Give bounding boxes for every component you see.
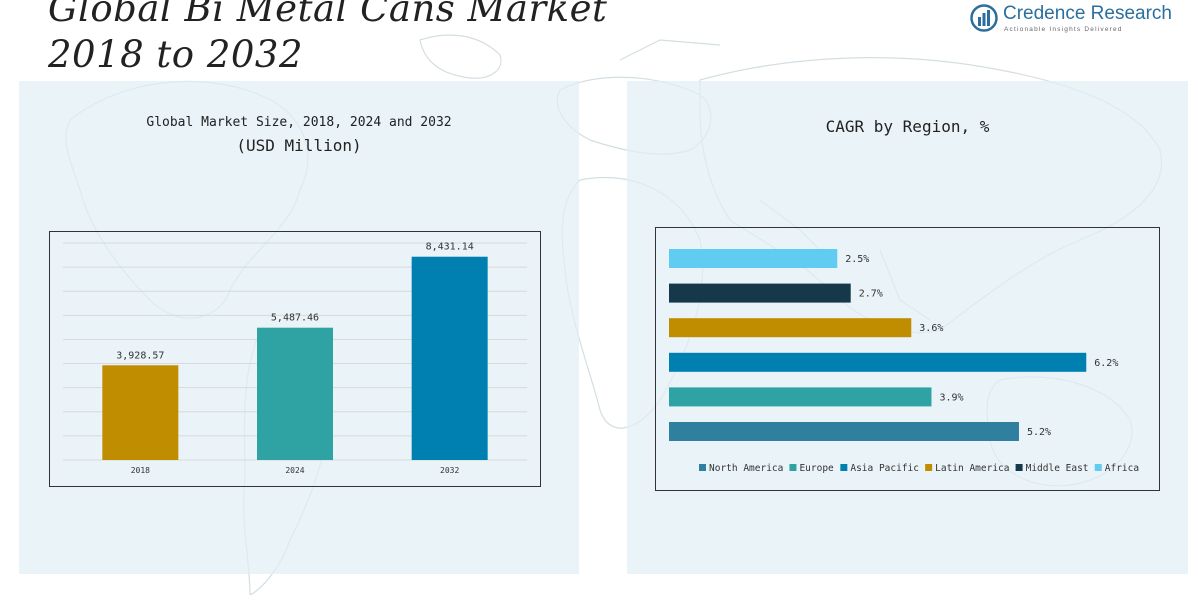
x-tick-label-2024: 2024 [285, 466, 304, 475]
bar-europe [669, 387, 932, 407]
bar-asia-pacific [669, 352, 1087, 372]
x-tick-label-2032: 2032 [440, 466, 459, 475]
bar-2018 [102, 365, 179, 460]
legend-swatch-asia-pacific [840, 464, 848, 471]
market-size-chart-title: Global Market Size, 2018, 2024 and 2032 [146, 115, 452, 130]
data-label-2018: 3,928.57 [116, 350, 164, 361]
logo-name: Credence Research [1003, 3, 1172, 24]
legend-label-europe: Europe [799, 463, 834, 474]
page-title-line1: Global Bi Metal Cans Market [48, 0, 608, 30]
legend-label-latin-america: Latin America [935, 463, 1009, 474]
page-title: Global Bi Metal Cans Market 2018 to 2032 [48, 0, 607, 78]
market-size-bar-chart: 3,928.57 2018 5,487.46 2024 8,431.14 2032 [49, 231, 541, 487]
legend-swatch-north-america [699, 464, 706, 471]
cagr-bar-chart: 2.5% 2.7% 3.6% 6.2% 3.9% 5.2% North America Eur… [655, 227, 1160, 491]
data-label-2024: 5,487.46 [271, 313, 319, 324]
legend-label-north-america: North America [709, 463, 783, 474]
data-label-europe: 3.9% [939, 392, 963, 403]
bar-africa [669, 249, 838, 268]
data-label-middle-east: 2.7% [859, 289, 883, 300]
legend: North America Europe Asia Pacific Latin Ame… [699, 463, 1139, 474]
plot-frame [655, 227, 1160, 491]
logo-tagline: Actionable Insights Delivered [1004, 26, 1123, 33]
market-size-chart-subtitle: (USD Million) [236, 136, 362, 155]
legend-swatch-middle-east [1015, 464, 1023, 471]
legend-label-asia-pacific: Asia Pacific [850, 463, 919, 474]
data-label-africa: 2.5% [845, 254, 869, 265]
data-label-latin-america: 3.6% [919, 323, 943, 334]
credence-logo-icon [970, 4, 998, 32]
bar-2024 [257, 327, 333, 460]
data-label-north-america: 5.2% [1027, 427, 1051, 438]
cagr-chart-title: CAGR by Region, % [825, 117, 990, 136]
data-label-2032: 8,431.14 [426, 242, 474, 253]
bar-2032 [411, 256, 488, 460]
x-tick-label-2018: 2018 [131, 466, 150, 475]
legend-swatch-africa [1094, 464, 1102, 471]
plot-frame [49, 231, 541, 487]
bar-north-america [669, 422, 1019, 441]
legend-label-africa: Africa [1105, 463, 1139, 474]
cagr-panel: CAGR by Region, % 2.5% 2.7% 3.6% 6.2% 3.9% 5.… [627, 81, 1188, 574]
legend-swatch-europe [789, 464, 797, 471]
credence-research-logo: Credence Research Actionable Insights De… [970, 3, 1172, 36]
bar-middle-east [669, 283, 851, 303]
bar-latin-america [669, 318, 912, 338]
market-size-panel: Global Market Size, 2018, 2024 and 2032 … [19, 81, 579, 574]
page-title-line2: 2018 to 2032 [48, 33, 303, 76]
legend-swatch-latin-america [925, 464, 933, 471]
data-label-asia-pacific: 6.2% [1094, 358, 1118, 369]
legend-label-middle-east: Middle East [1026, 463, 1089, 474]
